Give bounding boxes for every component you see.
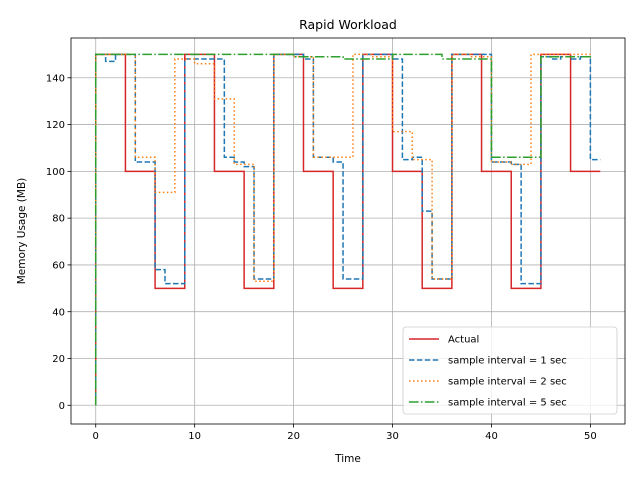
legend-label-1: Actual <box>448 335 479 346</box>
legend-label-4: sample interval = 5 sec <box>448 398 567 409</box>
y-tick-label: 140 <box>46 73 65 84</box>
y-tick-label: 100 <box>46 167 65 178</box>
y-axis-label: Memory Usage (MB) <box>16 178 28 285</box>
y-tick-label: 80 <box>52 214 65 225</box>
x-tick-label: 30 <box>386 431 399 442</box>
x-tick-label: 50 <box>584 431 597 442</box>
series-line-1 <box>94 53 601 406</box>
x-axis: 0 10 20 30 40 50 <box>93 424 597 442</box>
y-axis: 0 20 40 60 80 100 120 140 <box>46 73 71 412</box>
legend: Actual sample interval = 1 sec sample inte… <box>402 326 618 415</box>
x-tick-label: 0 <box>93 431 99 442</box>
series-line-3 <box>94 53 591 406</box>
x-axis-label: Time <box>334 453 361 465</box>
x-tick-label: 20 <box>287 431 300 442</box>
series-line-4 <box>94 53 592 406</box>
legend-box <box>402 326 618 415</box>
y-tick-label: 40 <box>52 307 65 318</box>
plot-frame <box>70 37 626 425</box>
plot-lines <box>94 53 601 406</box>
x-tick-label: 40 <box>485 431 498 442</box>
x-tick-label: 10 <box>188 431 201 442</box>
y-tick-label: 60 <box>52 261 65 272</box>
chart-title: Rapid Workload <box>299 17 397 32</box>
legend-label-2: sample interval = 1 sec <box>448 356 567 367</box>
y-tick-label: 20 <box>52 354 65 365</box>
y-tick-label: 0 <box>59 401 65 412</box>
grid <box>71 38 625 424</box>
legend-label-3: sample interval = 2 sec <box>448 377 567 388</box>
y-tick-label: 120 <box>46 120 65 131</box>
